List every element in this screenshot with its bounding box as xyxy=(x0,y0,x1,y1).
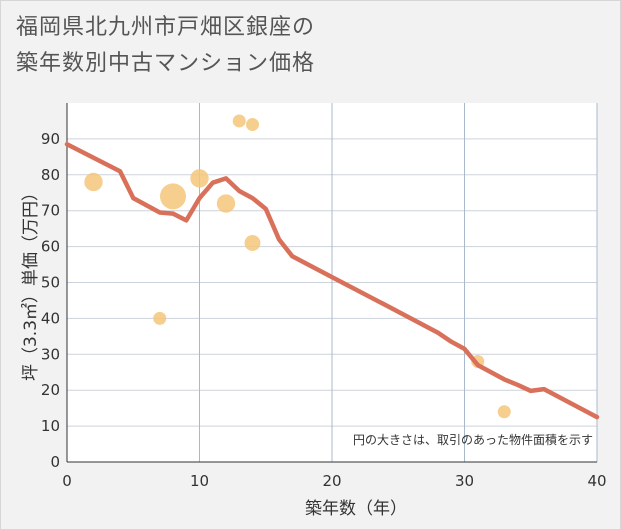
y-tick-label: 40 xyxy=(41,309,60,327)
size-note: 円の大きさは、取引のあった物件面積を示す xyxy=(353,432,593,447)
y-tick-label: 30 xyxy=(41,345,60,363)
data-point xyxy=(153,311,167,325)
x-tick-label: 0 xyxy=(62,472,72,490)
data-point xyxy=(244,235,261,251)
data-point xyxy=(497,405,511,419)
trend-line xyxy=(64,142,600,420)
y-tick-label: 60 xyxy=(41,238,60,256)
data-point xyxy=(232,114,246,128)
y-tick-label: 70 xyxy=(41,202,60,220)
y-axis-label: 坪（3.3㎡）単価（万円） xyxy=(21,184,41,381)
x-tick-label: 30 xyxy=(455,472,474,490)
y-tick-label: 90 xyxy=(41,130,60,148)
x-tick-label: 10 xyxy=(190,472,209,490)
title-line-1: 福岡県北九州市戸畑区銀座の xyxy=(16,15,316,40)
y-tick-label: 50 xyxy=(41,274,60,292)
y-tick-label: 10 xyxy=(41,417,60,435)
x-tick-label: 20 xyxy=(322,472,341,490)
data-point xyxy=(84,172,103,192)
y-tick-label: 0 xyxy=(50,453,60,471)
x-axis-label: 築年数（年） xyxy=(305,499,407,519)
data-point xyxy=(216,194,236,213)
data-point xyxy=(190,169,209,188)
data-point xyxy=(160,183,186,210)
data-point xyxy=(246,118,259,132)
y-tick-label: 20 xyxy=(41,381,60,399)
x-tick-label: 40 xyxy=(587,472,606,490)
chart-title: 福岡県北九州市戸畑区銀座の 築年数別中古マンション価格 xyxy=(16,10,576,82)
y-tick-label: 80 xyxy=(41,166,60,184)
title-line-2: 築年数別中古マンション価格 xyxy=(16,51,316,76)
